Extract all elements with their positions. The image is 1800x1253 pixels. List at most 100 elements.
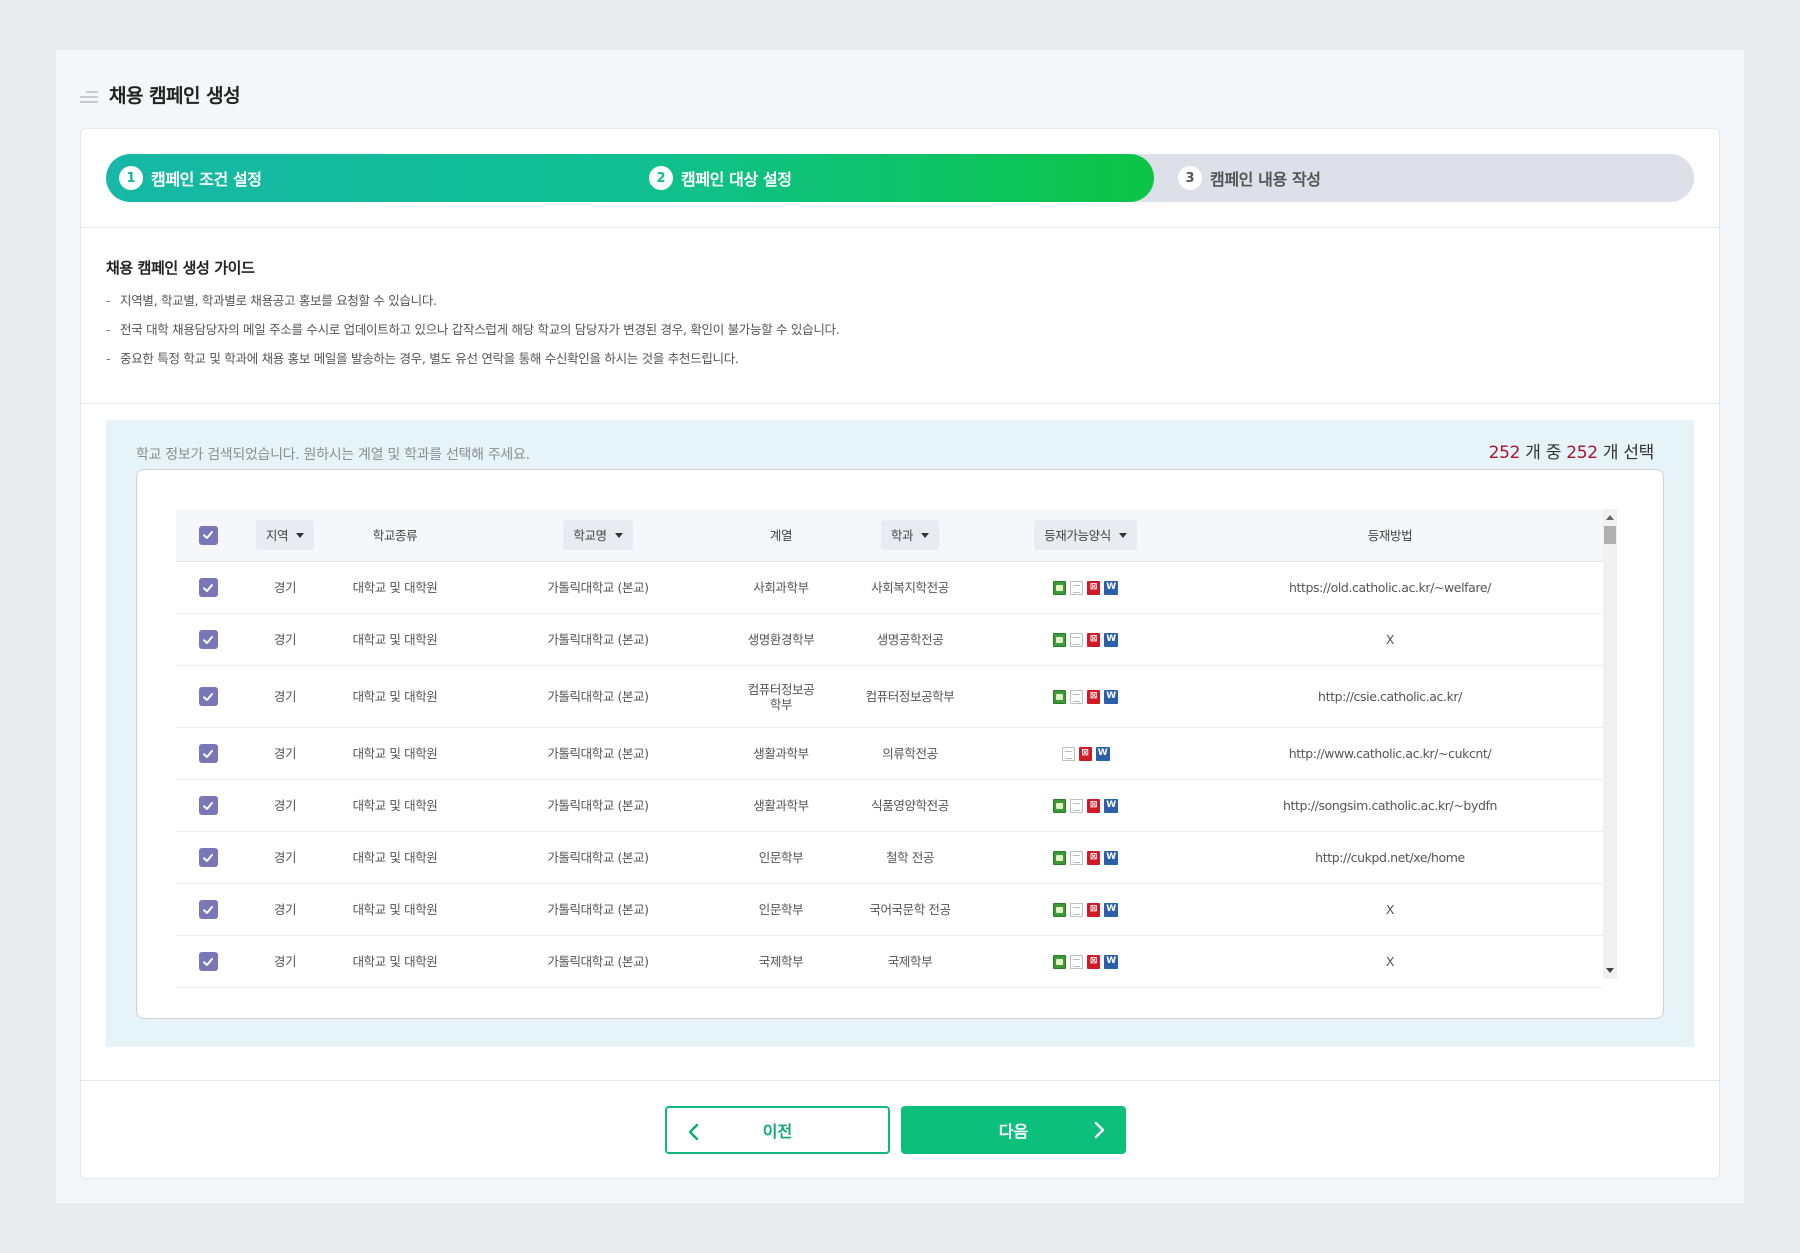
text-file-icon — [1070, 902, 1083, 917]
text-file-icon — [1070, 850, 1083, 865]
table-row[interactable]: 경기 대학교 및 대학원 가톨릭대학교 (본교) 컴퓨터정보공 학부 컴퓨터정보공학부 ⊠… — [176, 666, 1603, 728]
cell-dept: 의류학전공 — [882, 746, 938, 761]
guide-section: 채용 캠페인 생성 가이드 - 지역별, 학교별, 학과별로 채용공고 홍보를 요… — [106, 257, 1686, 380]
cell-format: ⊠ W — [994, 562, 1177, 613]
image-file-icon — [1053, 580, 1066, 595]
header-dept: 학과 — [890, 527, 914, 543]
header-school: 학교명 — [573, 527, 607, 543]
divider — [81, 1080, 1719, 1081]
table-row[interactable]: 경기 대학교 및 대학원 가톨릭대학교 (본교) 생명환경학부 생명공학전공 ⊠ W X — [176, 614, 1603, 666]
row-checkbox[interactable] — [198, 952, 218, 971]
table-row[interactable]: 경기 대학교 및 대학원 가톨릭대학교 (본교) 인문학부 국어국문학 전공 ⊠ W X — [176, 884, 1603, 936]
campaign-card: 1 캠페인 조건 설정 2 캠페인 대상 설정 3 캠페인 내용 작성 채용 캠… — [80, 128, 1720, 1179]
pdf-file-icon: ⊠ — [1087, 954, 1100, 969]
text-file-icon — [1070, 689, 1083, 704]
row-checkbox[interactable] — [198, 744, 218, 763]
prev-button[interactable]: 이전 — [665, 1106, 890, 1154]
caret-down-icon — [296, 532, 305, 538]
row-checkbox[interactable] — [198, 630, 218, 649]
cell-method: http://csie.catholic.ac.kr/ — [1318, 689, 1462, 704]
table-container: 지역 학교종류 학교명 계열 학과 등재가능양식 등재방법 경기 대학교 및 대학… — [136, 469, 1664, 1019]
cell-type: 대학교 및 대학원 — [352, 632, 438, 647]
cell-format: ⊠ W — [994, 666, 1177, 727]
scroll-up-arrow-icon[interactable] — [1606, 515, 1614, 520]
caret-down-icon — [921, 532, 930, 538]
step-label: 캠페인 내용 작성 — [1210, 170, 1321, 189]
header-type: 학교종류 — [372, 527, 418, 543]
pdf-file-icon: ⊠ — [1087, 850, 1100, 865]
cell-dept: 철학 전공 — [886, 850, 934, 865]
format-sort-dropdown[interactable]: 등재가능양식 — [1034, 520, 1137, 550]
row-checkbox[interactable] — [198, 578, 218, 597]
guide-item: - 중요한 특정 학교 및 학과에 채용 홍보 메일을 발송하는 경우, 별도 유… — [106, 351, 1686, 380]
cell-type: 대학교 및 대학원 — [352, 798, 438, 813]
row-checkbox[interactable] — [198, 900, 218, 919]
word-file-icon: W — [1104, 689, 1118, 704]
cell-school: 가톨릭대학교 (본교) — [547, 689, 649, 704]
table-row[interactable]: 경기 대학교 및 대학원 가톨릭대학교 (본교) 국제학부 국제학부 ⊠ W X — [176, 936, 1603, 988]
cell-school: 가톨릭대학교 (본교) — [547, 798, 649, 813]
cell-series: 사회과학부 — [753, 580, 809, 595]
pdf-file-icon: ⊠ — [1087, 580, 1100, 595]
cell-method: X — [1385, 902, 1395, 917]
cell-dept: 사회복지학전공 — [871, 580, 949, 595]
cell-format: ⊠ W — [994, 936, 1177, 987]
cell-school: 가톨릭대학교 (본교) — [547, 580, 649, 595]
page-title: 채용 캠페인 생성 — [109, 84, 241, 107]
row-checkbox[interactable] — [198, 796, 218, 815]
table-scrollbar[interactable] — [1603, 509, 1617, 979]
word-file-icon: W — [1104, 798, 1118, 813]
cell-school: 가톨릭대학교 (본교) — [547, 746, 649, 761]
cell-method: https://old.catholic.ac.kr/~welfare/ — [1288, 580, 1491, 595]
chevron-right-icon — [1094, 1121, 1105, 1139]
step-3[interactable]: 3 캠페인 내용 작성 — [1178, 154, 1321, 202]
cell-region: 경기 — [273, 689, 297, 704]
word-file-icon: W — [1104, 850, 1118, 865]
guide-text: 전국 대학 채용담당자의 메일 주소를 수시로 업데이트하고 있으나 갑작스럽게… — [120, 322, 840, 337]
table-header: 지역 학교종류 학교명 계열 학과 등재가능양식 등재방법 — [176, 509, 1603, 562]
image-file-icon — [1053, 902, 1066, 917]
text-file-icon — [1070, 798, 1083, 813]
pdf-file-icon: ⊠ — [1087, 632, 1100, 647]
word-file-icon: W — [1104, 954, 1118, 969]
bullet-dash: - — [106, 351, 111, 366]
pdf-file-icon: ⊠ — [1087, 798, 1100, 813]
cell-type: 대학교 및 대학원 — [352, 954, 438, 969]
scroll-down-arrow-icon[interactable] — [1606, 968, 1614, 973]
step-1[interactable]: 1 캠페인 조건 설정 — [119, 154, 262, 202]
row-checkbox[interactable] — [198, 687, 218, 706]
pdf-file-icon: ⊠ — [1087, 689, 1100, 704]
dept-sort-dropdown[interactable]: 학과 — [880, 520, 940, 550]
chevron-left-icon — [688, 1123, 699, 1141]
total-count: 252 — [1488, 443, 1521, 463]
cell-series: 생활과학부 — [753, 746, 809, 761]
cell-series: 생명환경학부 — [747, 632, 815, 647]
image-file-icon — [1053, 798, 1066, 813]
image-file-icon — [1053, 850, 1066, 865]
region-sort-dropdown[interactable]: 지역 — [255, 520, 315, 550]
bullet-dash: - — [106, 293, 111, 308]
school-sort-dropdown[interactable]: 학교명 — [563, 520, 633, 550]
cell-format: ⊠ W — [994, 832, 1177, 883]
cell-school: 가톨릭대학교 (본교) — [547, 850, 649, 865]
cell-format: ⊠ W — [994, 780, 1177, 831]
cell-school: 가톨릭대학교 (본교) — [547, 954, 649, 969]
cell-type: 대학교 및 대학원 — [352, 746, 438, 761]
row-checkbox[interactable] — [198, 848, 218, 867]
cell-format: ⊠ W — [994, 884, 1177, 935]
cell-type: 대학교 및 대학원 — [352, 850, 438, 865]
next-button[interactable]: 다음 — [901, 1106, 1126, 1154]
page-header: 채용 캠페인 생성 — [80, 76, 241, 112]
cell-format: ⊠ W — [994, 614, 1177, 665]
stepper: 1 캠페인 조건 설정 2 캠페인 대상 설정 3 캠페인 내용 작성 — [106, 154, 1694, 202]
select-all-checkbox[interactable] — [198, 525, 218, 545]
word-file-icon: W — [1104, 580, 1118, 595]
cell-type: 대학교 및 대학원 — [352, 580, 438, 595]
step-2[interactable]: 2 캠페인 대상 설정 — [649, 154, 792, 202]
step-label: 캠페인 대상 설정 — [681, 170, 792, 189]
scroll-thumb[interactable] — [1604, 526, 1616, 544]
